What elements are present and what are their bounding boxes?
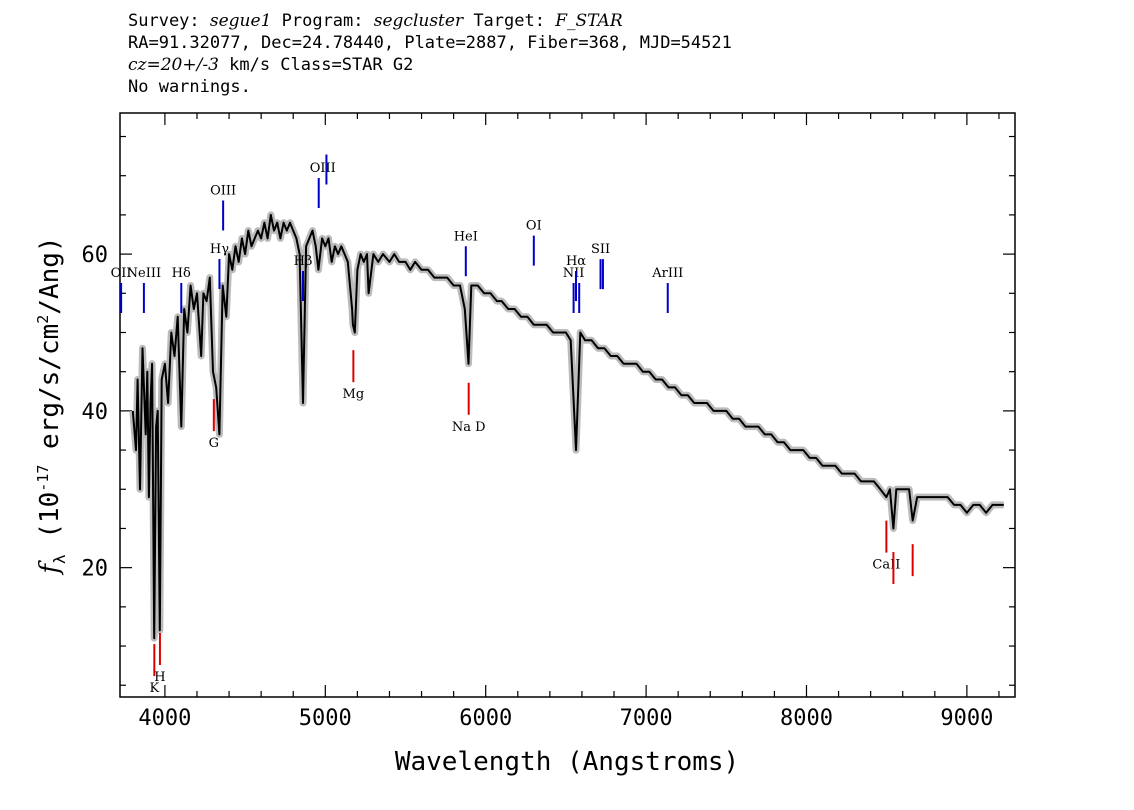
emission-label: HeI: [454, 229, 478, 244]
emission-label: OII: [111, 266, 132, 281]
spectrum-header: Survey: segue1 Program: segcluster Targe…: [128, 10, 732, 98]
absorption-label: Na D: [452, 420, 486, 435]
emission-label: NII: [563, 266, 585, 281]
emission-label: ArIII: [651, 266, 683, 281]
class-text: km/s Class=STAR G2: [218, 55, 414, 75]
survey-value: segue1: [209, 11, 272, 31]
absorption-line-markers: KH G Mg Na D CaII: [149, 350, 914, 696]
absorption-label: G: [209, 436, 219, 451]
absorption-label: Mg: [343, 387, 365, 402]
x-tick-label: 6000: [459, 706, 512, 731]
emission-label: Hα: [566, 254, 586, 269]
emission-label: Hβ: [294, 254, 313, 269]
absorption-label: H: [154, 670, 165, 685]
x-tick-label: 8000: [780, 706, 833, 731]
spectrum-line: [131, 213, 1004, 640]
emission-label: NeIII: [127, 266, 161, 281]
header-line-coordinates: RA=91.32077, Dec=24.78440, Plate=2887, F…: [128, 33, 732, 53]
header-line-warnings: No warnings.: [128, 77, 251, 97]
plot-frame: [119, 112, 1016, 698]
emission-label: OI: [526, 219, 542, 234]
y-tick-labels: 20 40 60: [82, 243, 109, 582]
program-key: Program:: [271, 11, 374, 31]
x-axis-label: Wavelength (Angstroms): [395, 747, 739, 777]
x-tick-label: 9000: [940, 706, 993, 731]
x-tick-labels: 4000 5000 6000 7000 8000 9000: [138, 706, 993, 731]
program-value: segcluster: [373, 11, 464, 31]
redshift-value: cz=20+/-3: [128, 55, 219, 75]
header-line-survey: Survey: segue1 Program: segcluster Targe…: [128, 10, 732, 32]
y-tick-label: 60: [82, 243, 109, 268]
axis-ticks: [120, 113, 1015, 697]
header-line-redshift: cz=20+/-3 km/s Class=STAR G2: [128, 54, 732, 76]
y-axis-label: fλ (10-17 erg/s/cm2/Ang): [34, 236, 69, 575]
emission-label: Hγ: [210, 242, 229, 257]
x-tick-label: 7000: [620, 706, 673, 731]
target-value: F_STAR: [555, 11, 623, 31]
y-tick-label: 40: [82, 400, 109, 425]
x-tick-label: 4000: [138, 706, 191, 731]
absorption-label: CaII: [872, 558, 900, 573]
emission-label: SII: [591, 242, 610, 257]
emission-label: Hδ: [172, 266, 191, 281]
survey-key: Survey:: [128, 11, 210, 31]
y-tick-label: 20: [82, 557, 109, 582]
emission-label: OIII: [210, 184, 236, 199]
x-tick-label: 5000: [299, 706, 352, 731]
absorption-label: K: [149, 681, 159, 696]
target-key: Target:: [463, 11, 556, 31]
emission-label: OIII: [310, 161, 336, 176]
